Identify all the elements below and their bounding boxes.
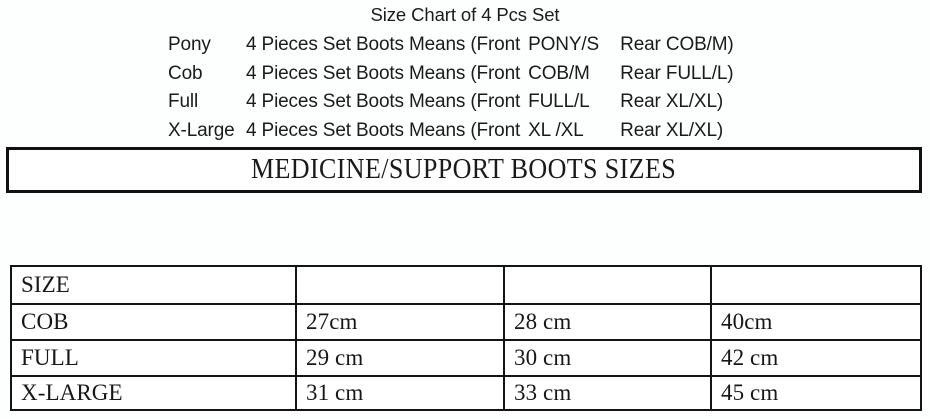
table-cell-measure-2: 28 cm <box>503 303 712 341</box>
size-description: 4 Pieces Set Boots Means (Front <box>246 119 521 141</box>
size-front-value: PONY/S <box>528 34 600 55</box>
table-cell-measure-2: 33 cm <box>503 375 712 411</box>
size-front-value: COB/M <box>528 62 590 84</box>
table-cell-size-name: X-LARGE <box>10 375 297 411</box>
size-label: X-Large <box>168 119 235 141</box>
size-rear-value: Rear XL/XL) <box>620 119 724 141</box>
table-row: COB 27cm 28 cm 40cm <box>10 303 922 341</box>
table-header-cell-2 <box>295 265 505 305</box>
table-cell-measure-1: 27cm <box>295 303 505 341</box>
size-rear-value: Rear COB/M) <box>620 34 734 55</box>
size-label: Cob <box>168 62 203 84</box>
banner-box: MEDICINE/SUPPORT BOOTS SIZES <box>6 147 922 193</box>
size-description: 4 Pieces Set Boots Means (Front <box>246 91 521 112</box>
size-label: Full <box>168 91 199 112</box>
table-cell-measure-3: 40cm <box>710 303 922 341</box>
size-description-list: Pony 4 Pieces Set Boots Means (Front PONY/… <box>0 31 930 145</box>
table-cell-measure-3: 45 cm <box>710 375 922 411</box>
size-description-row: Pony 4 Pieces Set Boots Means (Front PONY/… <box>168 31 930 60</box>
table-header-cell-4 <box>710 265 922 305</box>
table-cell-measure-1: 29 cm <box>295 339 505 377</box>
size-chart-info-block: Size Chart of 4 Pcs Set Pony 4 Pieces Set… <box>0 0 930 145</box>
size-rear-value: Rear XL/XL) <box>620 91 724 112</box>
size-table: SIZE COB 27cm 28 cm 40cm FULL 29 cm 30 c… <box>10 265 922 411</box>
table-row: X-LARGE 31 cm 33 cm 45 cm <box>10 375 922 411</box>
table-header-cell-size: SIZE <box>10 265 297 305</box>
size-description-row: Full 4 Pieces Set Boots Means (Front FULL/… <box>168 88 930 117</box>
size-front-value: FULL/L <box>528 91 590 112</box>
size-table-container: SIZE COB 27cm 28 cm 40cm FULL 29 cm 30 c… <box>10 265 922 411</box>
size-description-row: Cob 4 Pieces Set Boots Means (Front COB/M R… <box>168 60 930 89</box>
table-cell-measure-1: 31 cm <box>295 375 505 411</box>
size-description-row: X-Large 4 Pieces Set Boots Means (Front XL… <box>168 117 930 146</box>
table-header-cell-3 <box>503 265 712 305</box>
size-front-value: XL /XL <box>528 119 584 141</box>
size-label: Pony <box>168 34 211 55</box>
banner-title: MEDICINE/SUPPORT BOOTS SIZES <box>251 154 677 185</box>
table-row: FULL 29 cm 30 cm 42 cm <box>10 339 922 377</box>
table-cell-size-name: COB <box>10 303 297 341</box>
table-cell-measure-3: 42 cm <box>710 339 922 377</box>
size-description: 4 Pieces Set Boots Means (Front <box>246 34 521 55</box>
table-header-row: SIZE <box>10 265 922 305</box>
page-title: Size Chart of 4 Pcs Set <box>370 4 560 25</box>
size-rear-value: Rear FULL/L) <box>620 62 734 84</box>
table-cell-size-name: FULL <box>10 339 297 377</box>
table-cell-measure-2: 30 cm <box>503 339 712 377</box>
size-description: 4 Pieces Set Boots Means (Front <box>246 62 521 84</box>
